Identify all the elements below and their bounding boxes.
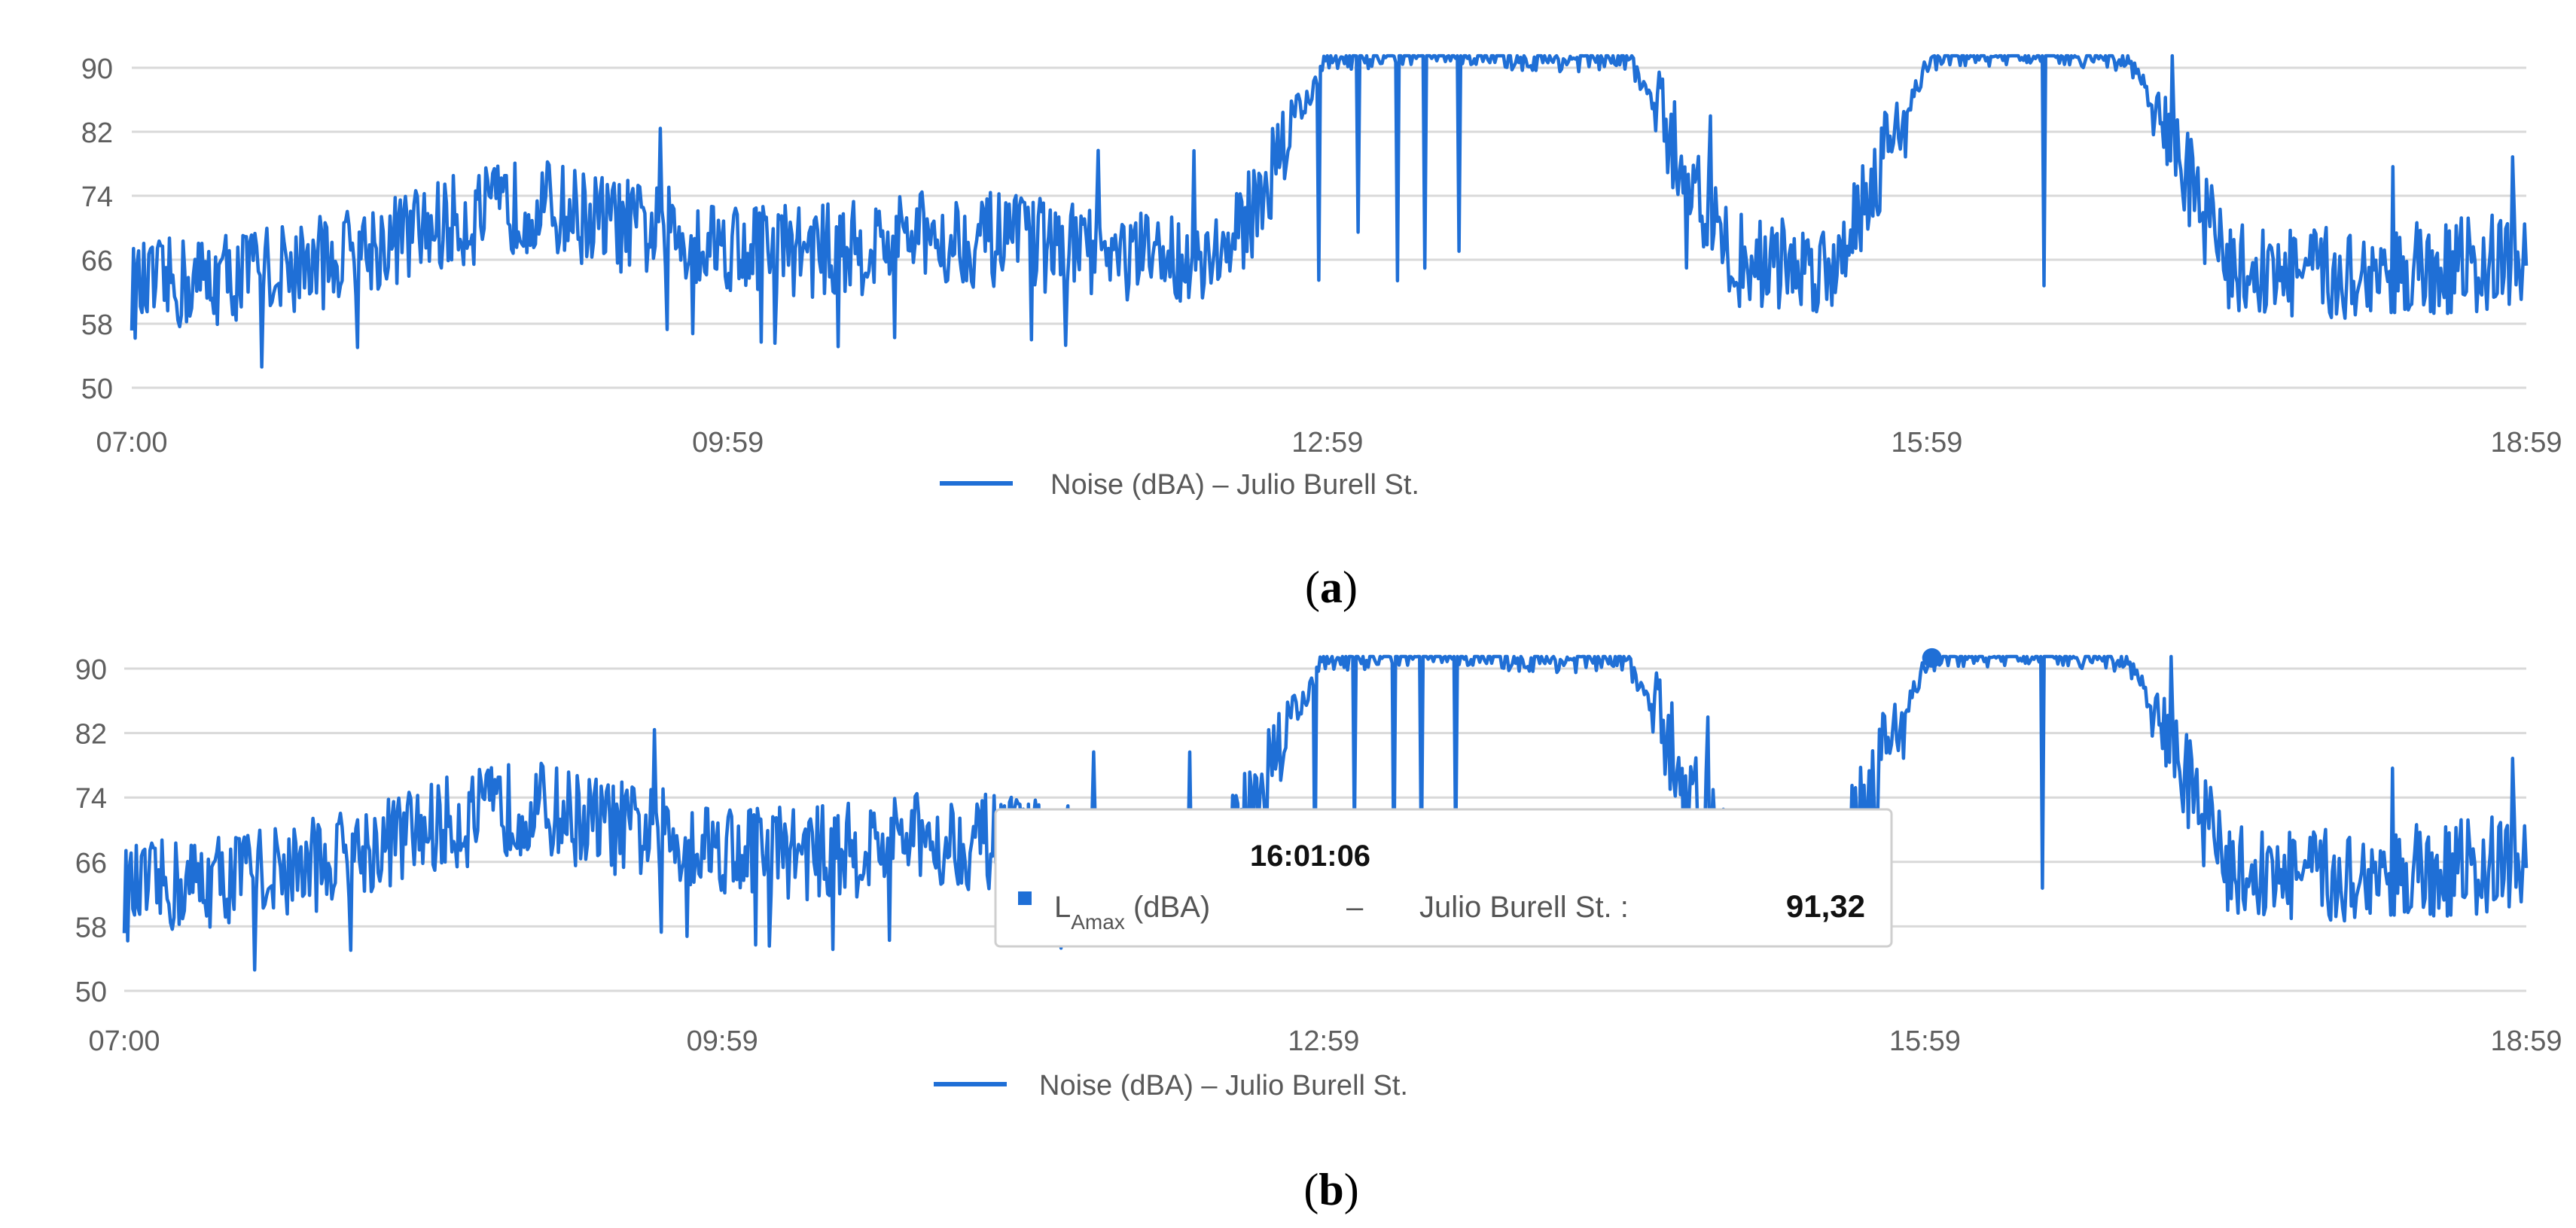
panel-b-noise-series-line: [122, 654, 2529, 972]
x-tick-label: 09:59: [692, 427, 764, 459]
x-tick-label: 18:59: [2490, 427, 2562, 459]
tooltip-location: Julio Burell St. :: [1419, 891, 1629, 924]
y-tick-label: 66: [75, 848, 107, 879]
tooltip-value: 91,32: [1786, 888, 1865, 924]
tooltip-dash: –: [1346, 891, 1364, 924]
y-tick-label: 90: [75, 654, 107, 686]
x-tick-label: 18:59: [2490, 1025, 2562, 1057]
tooltip-box: [994, 808, 1893, 948]
panel-a-y-axis: 50 58 66 74 82 90: [81, 53, 113, 405]
panel-a-noise-series-line: [130, 53, 2529, 369]
panel-a-chart: 50 58 66 74 82 90 07:00 09:59 12:59 15:59 18:59 N…: [81, 53, 2562, 612]
panel-a-legend: Noise (dBA) – Julio Burell St.: [940, 469, 1419, 501]
panel-a-legend-label: Noise (dBA) – Julio Burell St.: [1050, 469, 1419, 501]
tooltip-series-swatch: [1018, 891, 1032, 905]
y-tick-label: 58: [81, 309, 113, 341]
panel-a-label: (a): [1305, 562, 1358, 612]
panel-b-legend-label: Noise (dBA) – Julio Burell St.: [1039, 1070, 1408, 1102]
x-tick-label: 12:59: [1288, 1025, 1359, 1057]
y-tick-label: 50: [81, 373, 113, 405]
x-tick-label: 15:59: [1891, 427, 1962, 459]
y-tick-label: 90: [81, 53, 113, 85]
x-tick-label: 09:59: [687, 1025, 758, 1057]
x-tick-label: 15:59: [1889, 1025, 1961, 1057]
y-tick-label: 82: [75, 719, 107, 751]
y-tick-label: 50: [75, 977, 107, 1008]
x-tick-label: 12:59: [1291, 427, 1363, 459]
panel-a-x-axis: 07:00 09:59 12:59 15:59 18:59: [96, 427, 2562, 459]
x-tick-label: 07:00: [96, 427, 167, 459]
x-tick-label: 07:00: [88, 1025, 160, 1057]
y-tick-label: 58: [75, 912, 107, 943]
y-tick-label: 74: [81, 181, 113, 213]
y-tick-label: 74: [75, 783, 107, 815]
panel-b-label: (b): [1303, 1165, 1358, 1214]
y-tick-label: 82: [81, 117, 113, 149]
panel-b-legend: Noise (dBA) – Julio Burell St.: [934, 1070, 1408, 1102]
panel-b-chart: 50 58 66 74 82 90 07:00 09:59 12:59 15:59 18:59 N…: [75, 648, 2562, 1214]
panel-b-y-axis: 50 58 66 74 82 90: [75, 654, 107, 1008]
panel-b-x-axis: 07:00 09:59 12:59 15:59 18:59: [88, 1025, 2562, 1057]
y-tick-label: 66: [81, 245, 113, 277]
panel-b-hover-point[interactable]: [1922, 648, 1942, 668]
tooltip-time: 16:01:06: [1250, 839, 1370, 873]
tooltip-series-label: LAmax (dBA): [1054, 891, 1210, 934]
panel-b-tooltip: 16:01:06 LAmax (dBA) – Julio Burell St. …: [994, 808, 1893, 948]
